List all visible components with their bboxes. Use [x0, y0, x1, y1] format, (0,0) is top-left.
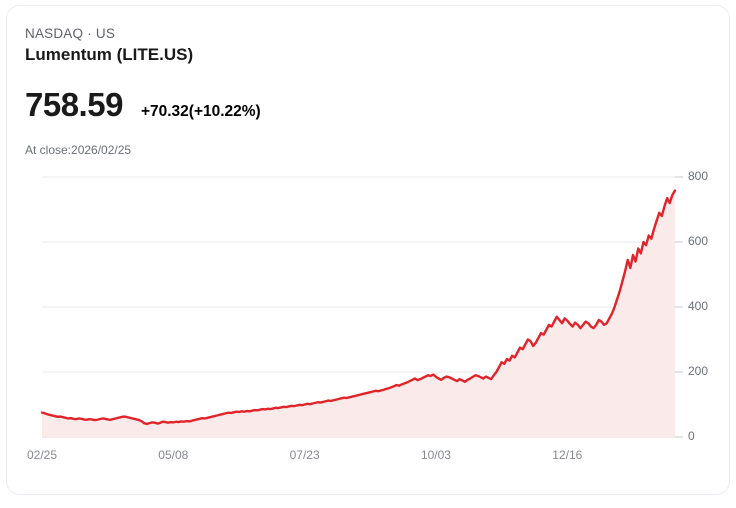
at-close-timestamp: At close:2026/02/25	[25, 143, 132, 157]
separator-dot: ·	[87, 26, 92, 41]
exchange-label: NASDAQ	[25, 26, 84, 41]
stock-header: NASDAQ · US Lumentum (LITE.US)	[25, 25, 525, 66]
company-name: Lumentum (LITE.US)	[25, 45, 194, 64]
region-label: US	[95, 26, 116, 41]
exchange-region-row: NASDAQ · US	[25, 25, 525, 42]
price-row: 758.59 +70.32(+10.22%)	[25, 86, 261, 124]
stock-quote-card: NASDAQ · US Lumentum (LITE.US) 758.59 +70.…	[6, 5, 730, 495]
price-change: +70.32(+10.22%)	[140, 103, 261, 120]
current-price: 758.59	[25, 86, 123, 123]
